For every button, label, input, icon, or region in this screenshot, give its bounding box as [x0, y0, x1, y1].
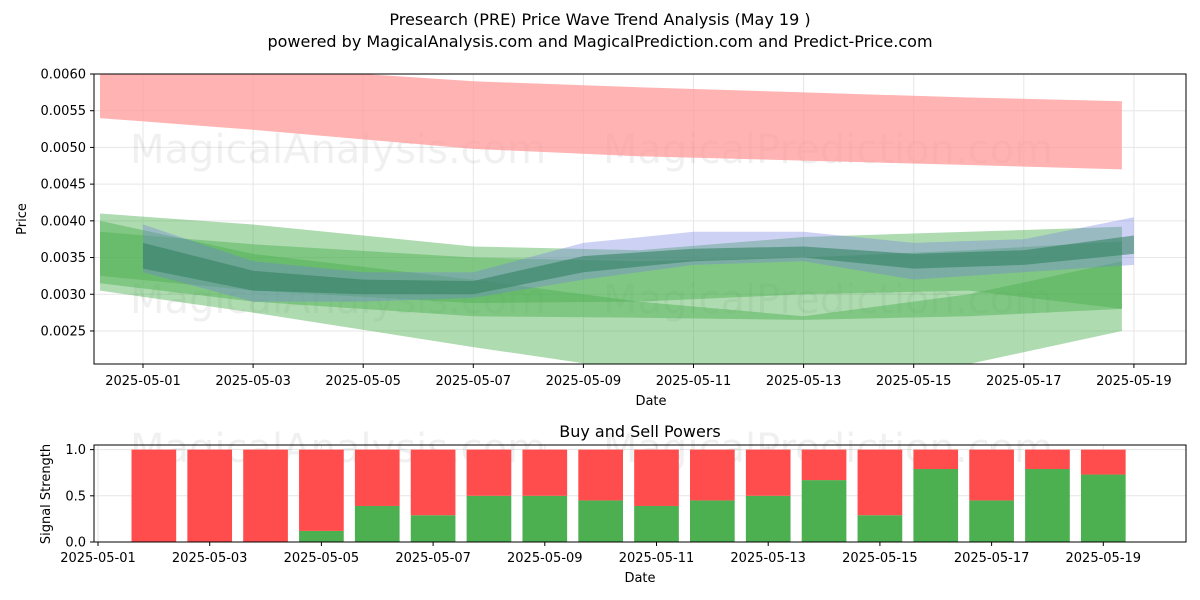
x-tick-label: 2025-05-03: [215, 374, 291, 389]
x-tick-label: 2025-05-11: [656, 374, 732, 389]
y-tick-label: 0.0060: [41, 68, 87, 83]
watermark-text: MagicalPrediction.com: [603, 277, 1053, 323]
sell-power-bar: [299, 449, 344, 531]
bottom-x-axis-label: Date: [624, 571, 655, 586]
bottom-plot-frame: [93, 444, 1187, 543]
bottom-y-axis-label: Signal Strength: [39, 444, 54, 544]
sell-power-bar: [857, 449, 903, 516]
sell-power-bar: [187, 449, 233, 542]
power-bars: [131, 449, 1126, 542]
sell-power-bar: [1080, 449, 1126, 475]
buy-power-bar: [1025, 469, 1070, 542]
x-tick-label: 2025-05-13: [766, 374, 842, 389]
buy-power-bar: [1080, 474, 1126, 542]
buy-power-bar: [634, 505, 679, 542]
x-tick-label: 2025-05-17: [986, 374, 1062, 389]
bottom-axis-ticks: 2025-05-01 2025-05-03 2025-05-05 2025-05-07…: [60, 443, 1141, 566]
x-tick-label: 2025-05-01: [105, 374, 181, 389]
buy-power-bar: [913, 469, 959, 542]
x-tick-label: 2025-05-05: [284, 551, 360, 566]
top-x-axis-label: Date: [635, 394, 666, 409]
sell-power-bar: [1025, 449, 1070, 470]
y-tick-label: 0.0050: [41, 141, 87, 156]
chart-title: Presearch (PRE) Price Wave Trend Analysi…: [389, 10, 811, 29]
x-tick-label: 2025-05-09: [546, 374, 622, 389]
sell-power-bar: [913, 449, 959, 470]
top-axis-ticks: 2025-05-01 2025-05-03 2025-05-05 2025-05-07…: [41, 68, 1172, 390]
sell-power-bar: [243, 449, 288, 542]
sell-power-bar: [969, 449, 1014, 501]
x-tick-label: 2025-05-01: [60, 551, 136, 566]
sell-power-bar: [745, 449, 791, 496]
buy-power-bar: [690, 500, 735, 542]
y-tick-label: 0.0030: [41, 288, 87, 303]
sell-power-bar: [690, 449, 735, 501]
x-tick-label: 2025-05-13: [730, 551, 806, 566]
x-tick-label: 2025-05-19: [1066, 551, 1142, 566]
y-tick-label: 0.5: [65, 489, 86, 504]
x-tick-label: 2025-05-05: [325, 374, 401, 389]
buy-power-bar: [299, 530, 344, 542]
x-tick-label: 2025-05-03: [172, 551, 248, 566]
buy-power-bar: [857, 515, 903, 542]
y-tick-label: 0.0055: [41, 104, 87, 119]
x-tick-label: 2025-05-15: [842, 551, 918, 566]
x-tick-label: 2025-05-11: [619, 551, 695, 566]
chart-subtitle: powered by MagicalAnalysis.com and Magic…: [267, 32, 933, 51]
sell-power-bar: [634, 449, 679, 506]
x-tick-label: 2025-05-17: [954, 551, 1030, 566]
price-bands: [100, 74, 1134, 364]
x-tick-label: 2025-05-09: [507, 551, 583, 566]
x-tick-label: 2025-05-07: [436, 374, 512, 389]
y-tick-label: 0.0045: [41, 178, 87, 193]
x-tick-label: 2025-05-19: [1096, 374, 1172, 389]
buy-power-bar: [354, 505, 400, 542]
top-plot-frame: [93, 73, 1187, 365]
y-tick-label: 0.0: [65, 536, 86, 551]
buy-power-bar: [969, 500, 1014, 542]
buy-power-bar: [410, 515, 456, 542]
sell-power-bar: [354, 449, 400, 506]
y-tick-label: 1.0: [65, 443, 86, 458]
red-price-band: [100, 74, 1122, 170]
sell-power-bar: [410, 449, 456, 516]
y-tick-label: 0.0040: [41, 214, 87, 229]
buy-power-bar: [578, 500, 623, 542]
buy-power-bar: [801, 480, 847, 542]
y-tick-label: 0.0025: [41, 324, 87, 339]
sell-power-bar: [466, 449, 512, 496]
bottom-chart-title: Buy and Sell Powers: [559, 422, 721, 441]
sell-power-bar: [578, 449, 623, 501]
core-price-band: [143, 235, 1134, 295]
x-tick-label: 2025-05-15: [876, 374, 952, 389]
buy-power-bar: [466, 495, 512, 542]
buy-power-bar: [522, 495, 568, 542]
sell-power-bar: [522, 449, 568, 496]
buy-power-bar: [745, 495, 791, 542]
top-y-axis-label: Price: [15, 203, 30, 235]
sell-power-bar: [801, 449, 847, 481]
x-tick-label: 2025-05-07: [395, 551, 471, 566]
green-price-band: [100, 220, 1122, 320]
y-tick-label: 0.0035: [41, 251, 87, 266]
sell-power-bar: [131, 449, 177, 542]
